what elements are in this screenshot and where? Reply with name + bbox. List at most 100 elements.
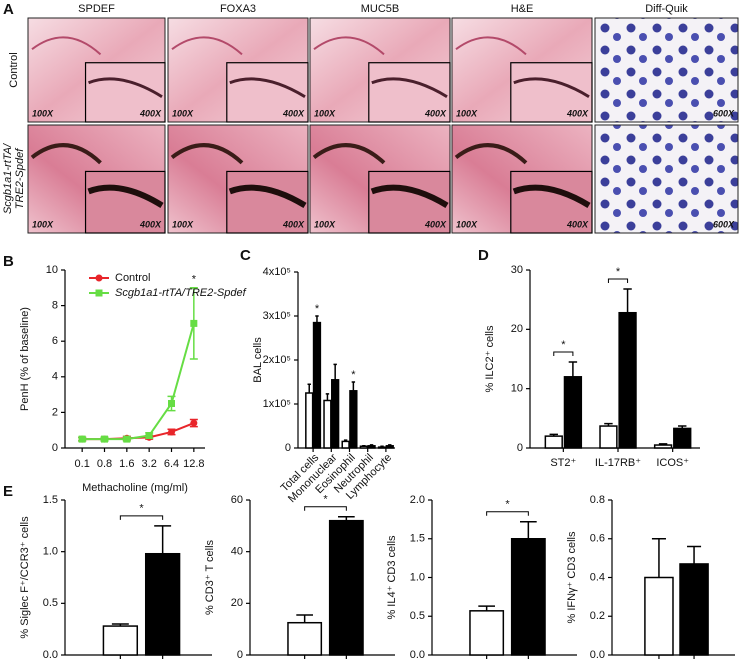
charts: B 0 2 4 6 8 10 PenH (% of baseline) Methacholine… bbox=[3, 247, 735, 661]
y-tick-label: 0 bbox=[52, 442, 58, 454]
magnification-low: 100X bbox=[32, 108, 54, 118]
magnification-low: 100X bbox=[314, 219, 336, 229]
significance: * bbox=[323, 494, 328, 506]
point bbox=[123, 435, 131, 443]
point bbox=[101, 435, 108, 443]
significance-bracket bbox=[304, 506, 347, 511]
row-label: Control bbox=[8, 52, 20, 87]
bar bbox=[644, 576, 674, 656]
x-tick-label: 0.8 bbox=[97, 458, 112, 470]
bar bbox=[599, 425, 618, 449]
error-bar bbox=[520, 520, 537, 539]
y-tick-label: 30 bbox=[511, 264, 523, 276]
y-tick-label: 1.0 bbox=[410, 571, 425, 583]
magnification-high: 600X bbox=[713, 108, 735, 118]
bar bbox=[102, 625, 139, 656]
error-bar bbox=[651, 538, 666, 578]
y-tick-label: 0.0 bbox=[43, 649, 58, 661]
x-tick-label: 12.8 bbox=[183, 458, 204, 470]
significance: * bbox=[561, 339, 566, 351]
magnification-low: 100X bbox=[32, 219, 54, 229]
legend-marker bbox=[95, 289, 103, 297]
chart: E 0.0 0.5 1.0 1.5 % Siglec F⁺/CCR3⁺ cells * bbox=[3, 483, 212, 661]
y-tick-label: 20 bbox=[511, 323, 523, 335]
significance-bracket bbox=[486, 511, 529, 516]
magnification-high: 400X bbox=[139, 108, 162, 118]
panel-letter: C bbox=[240, 247, 251, 264]
y-tick-label: 1x10⁵ bbox=[263, 398, 291, 410]
bar bbox=[349, 390, 358, 449]
inset-wall bbox=[229, 77, 306, 99]
significance-bracket bbox=[607, 278, 629, 283]
tissue-wall bbox=[31, 36, 102, 56]
y-tick-label: 0.6 bbox=[590, 533, 605, 545]
error-bar bbox=[623, 288, 632, 313]
y-tick-label: 8 bbox=[52, 300, 58, 312]
y-tick-label: 2.0 bbox=[410, 494, 425, 506]
chart: 0.0 0.5 1.0 1.5 2.0 % IL4⁺ CD3 cells * bbox=[386, 494, 577, 661]
point bbox=[78, 435, 86, 443]
bar bbox=[385, 445, 394, 449]
magnification-high: 400X bbox=[566, 108, 589, 118]
panel-letter: B bbox=[3, 253, 14, 270]
tissue-wall bbox=[30, 143, 102, 165]
error-bar bbox=[154, 525, 172, 554]
bar bbox=[328, 519, 364, 656]
error-bar bbox=[325, 393, 330, 401]
chart: D 0 10 20 30 % ILC2⁺ cells ST2⁺ IL-17RB⁺ ICOS⁺ * * bbox=[478, 247, 700, 469]
bar bbox=[305, 392, 314, 449]
tissue-wall bbox=[313, 36, 385, 56]
bar bbox=[312, 321, 322, 449]
error-bar bbox=[568, 361, 578, 377]
y-tick-label: 1.5 bbox=[410, 533, 425, 545]
y-axis-title: BAL cells bbox=[252, 337, 264, 383]
x-tick-label: 1.6 bbox=[119, 458, 134, 470]
magnification-low: 100X bbox=[456, 219, 478, 229]
significance: * bbox=[139, 503, 144, 515]
point bbox=[168, 400, 175, 407]
y-tick-label: 0 bbox=[285, 442, 291, 454]
row-label: TRE2-Spdef bbox=[14, 148, 26, 209]
magnification-high: 400X bbox=[282, 219, 305, 229]
error-bar bbox=[478, 605, 495, 611]
histology-panel: A SPDEF FOXA3 MUC5B H&E Diff-Quik Control Scgb1… bbox=[2, 1, 739, 234]
inset-wall bbox=[371, 77, 448, 99]
x-tick-label: ICOS⁺ bbox=[656, 457, 689, 469]
panel-letter: E bbox=[3, 483, 13, 500]
magnification-high: 600X bbox=[713, 219, 735, 229]
x-tick-label: ST2⁺ bbox=[550, 457, 576, 469]
tissue-wall bbox=[171, 36, 243, 56]
column-header: SPDEF bbox=[78, 3, 115, 15]
error-bar bbox=[307, 383, 311, 393]
chart: 0 20 40 60 % CD3⁺ T cells * bbox=[204, 494, 395, 661]
point bbox=[168, 428, 175, 436]
panel-letter: D bbox=[478, 247, 489, 264]
inset-wall bbox=[228, 184, 307, 209]
y-tick-label: 0.5 bbox=[43, 597, 58, 609]
inset-wall bbox=[87, 184, 164, 208]
y-axis-title: % IFNγ⁺ CD3 cells bbox=[566, 531, 578, 623]
y-tick-label: 10 bbox=[46, 264, 58, 276]
y-tick-label: 40 bbox=[231, 546, 243, 558]
bar bbox=[287, 621, 323, 656]
tissue-wall bbox=[170, 143, 244, 165]
column-header: Diff-Quik bbox=[645, 3, 688, 15]
y-tick-label: 0 bbox=[237, 649, 243, 661]
y-tick-label: 0.4 bbox=[590, 571, 605, 583]
significance: * bbox=[351, 369, 356, 381]
y-tick-label: 2 bbox=[52, 406, 58, 418]
y-tick-label: 20 bbox=[231, 597, 243, 609]
significance: * bbox=[616, 266, 621, 278]
bar bbox=[367, 445, 376, 449]
significance-bracket bbox=[119, 515, 164, 520]
error-bar bbox=[333, 363, 337, 380]
x-tick-label: 3.2 bbox=[142, 458, 157, 470]
significance: * bbox=[505, 499, 510, 511]
bar bbox=[510, 538, 546, 656]
inset-wall bbox=[88, 77, 163, 98]
bar bbox=[679, 563, 709, 656]
legend-label: Control bbox=[115, 272, 150, 284]
y-tick-label: 0.0 bbox=[590, 649, 605, 661]
magnification-low: 100X bbox=[172, 219, 194, 229]
